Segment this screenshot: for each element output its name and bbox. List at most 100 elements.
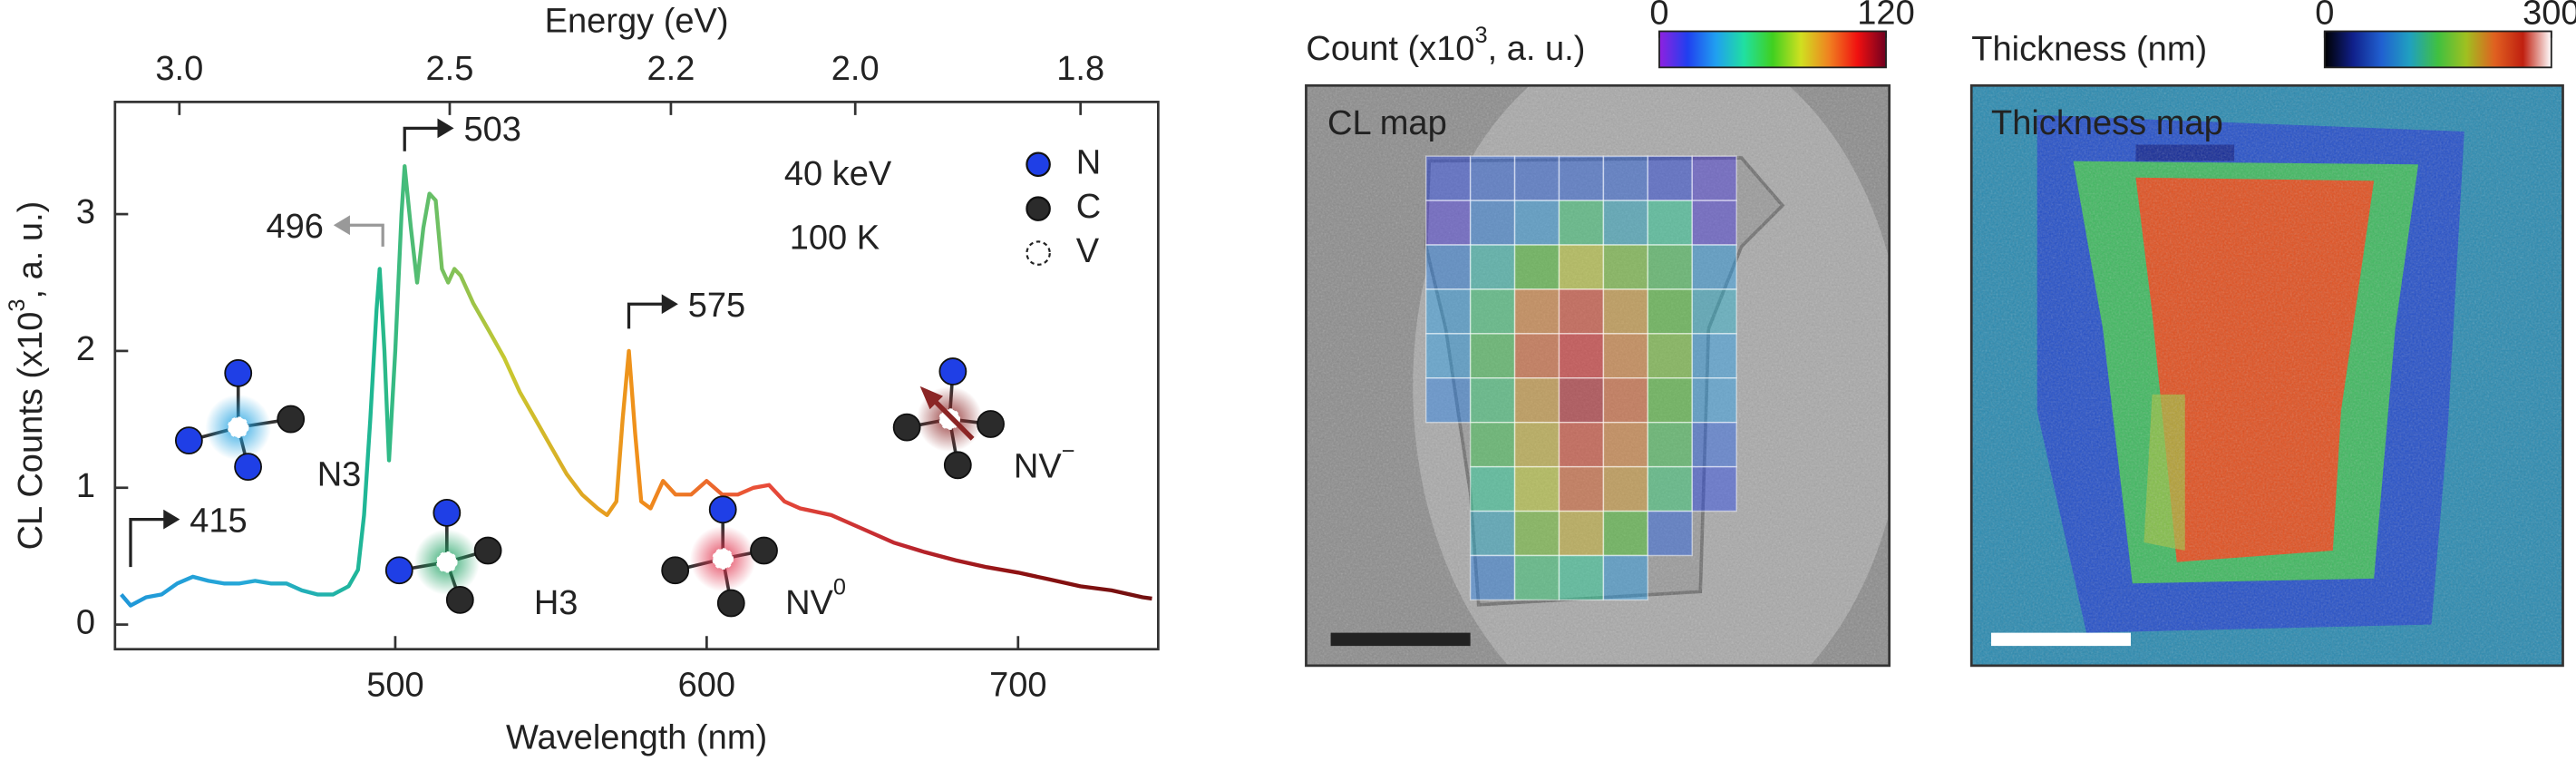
heatmap-cell bbox=[1602, 200, 1649, 246]
heatmap-cell bbox=[1602, 288, 1649, 335]
heatmap-cell bbox=[1469, 377, 1516, 424]
heatmap-cell bbox=[1424, 288, 1472, 335]
heatmap-cell bbox=[1513, 288, 1560, 335]
peak-label: 503 bbox=[463, 111, 520, 149]
atom bbox=[943, 451, 972, 480]
atom bbox=[892, 413, 921, 442]
heatmap-cell bbox=[1602, 465, 1649, 512]
peak-label: 496 bbox=[266, 208, 323, 246]
peak-label: 415 bbox=[190, 502, 247, 540]
center-label: NV0 bbox=[785, 574, 846, 621]
heatmap-cell bbox=[1513, 244, 1560, 290]
peak-arrow bbox=[346, 223, 384, 247]
colorbar-label-part: , a. u.) bbox=[1488, 30, 1586, 68]
peak-arrow bbox=[129, 517, 167, 568]
center-label-sup: 0 bbox=[833, 574, 846, 600]
atom bbox=[708, 495, 737, 524]
heatmap-cell bbox=[1647, 333, 1693, 379]
heatmap-cell bbox=[1424, 377, 1472, 424]
x-tick-label: 500 bbox=[366, 666, 423, 704]
heatmap-cell bbox=[1558, 510, 1605, 557]
heatmap-cell bbox=[1602, 244, 1649, 290]
heatmap-cell bbox=[1691, 244, 1737, 290]
heatmap-cell bbox=[1558, 155, 1605, 201]
atom bbox=[433, 498, 462, 527]
heatmap-cell bbox=[1558, 421, 1605, 468]
annotation: 100 K bbox=[790, 220, 880, 258]
heatmap-cell bbox=[1602, 377, 1649, 424]
x2-tick-label: 2.5 bbox=[426, 50, 474, 88]
atom bbox=[277, 405, 306, 434]
heatmap-cell bbox=[1691, 288, 1737, 335]
annotation: 40 keV bbox=[784, 155, 892, 193]
heatmap-cell bbox=[1602, 510, 1649, 557]
atom bbox=[661, 556, 690, 585]
colorbar-tick-label: 120 bbox=[1857, 0, 1914, 32]
legend-marker bbox=[1026, 151, 1051, 178]
x2-tick-label: 2.0 bbox=[831, 50, 880, 88]
heatmap-cell bbox=[1469, 244, 1516, 290]
heatmap-cell bbox=[1424, 200, 1472, 246]
heatmap-cell bbox=[1424, 244, 1472, 290]
legend-marker bbox=[1026, 196, 1051, 221]
heatmap-cell bbox=[1647, 288, 1693, 335]
x-tick-label: 700 bbox=[989, 666, 1046, 704]
center-label: NV− bbox=[1014, 438, 1075, 485]
heatmap-cell bbox=[1513, 465, 1560, 512]
heatmap-cell bbox=[1469, 200, 1516, 246]
heatmap-cell bbox=[1691, 465, 1737, 512]
colorbar-label: Thickness (nm) bbox=[1971, 30, 2207, 68]
peak-arrow bbox=[627, 302, 666, 329]
map-title: Thickness map bbox=[1991, 104, 2223, 142]
x-tick-label: 600 bbox=[678, 666, 735, 704]
heatmap-cell bbox=[1469, 465, 1516, 512]
panel-frame bbox=[1305, 83, 1891, 668]
y-axis-label: CL Counts (x103, a. u.) bbox=[5, 201, 51, 551]
x2-tick-label: 3.0 bbox=[155, 50, 203, 88]
heatmap-cell bbox=[1558, 465, 1605, 512]
colorbar-tick-label: 300 bbox=[2523, 0, 2576, 32]
y-axis-label-part: CL Counts (x10 bbox=[12, 312, 50, 551]
heatmap-cell bbox=[1691, 155, 1737, 201]
center-label-sup: − bbox=[1062, 438, 1075, 463]
arrow-head bbox=[661, 294, 678, 315]
heatmap-cell bbox=[1691, 200, 1737, 246]
heatmap-cell bbox=[1691, 377, 1737, 424]
heatmap-cell bbox=[1558, 288, 1605, 335]
heatmap-cell bbox=[1424, 333, 1472, 379]
thickness-image bbox=[1971, 85, 2563, 666]
map-title: CL map bbox=[1327, 104, 1447, 142]
heatmap-cell bbox=[1602, 333, 1649, 379]
dipole-arrow bbox=[931, 397, 975, 441]
atom bbox=[234, 453, 262, 482]
peak-label: 575 bbox=[688, 287, 745, 325]
x2-tick-label: 2.2 bbox=[646, 50, 695, 88]
y-tick-label: 1 bbox=[76, 467, 95, 505]
legend-label: N bbox=[1076, 143, 1101, 181]
atom bbox=[445, 585, 474, 614]
heatmap-cell bbox=[1647, 377, 1693, 424]
heatmap-cell bbox=[1602, 155, 1649, 201]
x2-axis-label: Energy (eV) bbox=[545, 2, 729, 40]
x-axis-label: Wavelength (nm) bbox=[506, 718, 767, 756]
legend-marker bbox=[1026, 240, 1051, 266]
y-tick-label: 0 bbox=[76, 604, 95, 642]
colorbar bbox=[1658, 30, 1887, 69]
heatmap-cell bbox=[1513, 200, 1560, 246]
heatmap-cell bbox=[1691, 421, 1737, 468]
heatmap-cell bbox=[1513, 421, 1560, 468]
center-label-text: NV bbox=[785, 584, 833, 622]
scale-bar bbox=[1990, 632, 2131, 647]
colorbar-tick-label: 0 bbox=[1649, 0, 1668, 32]
heatmap-cell bbox=[1513, 333, 1560, 379]
heatmap-cell bbox=[1558, 200, 1605, 246]
atom bbox=[224, 358, 253, 387]
heatmap-cell bbox=[1647, 155, 1693, 201]
atom bbox=[384, 556, 413, 585]
colorbar bbox=[2323, 30, 2552, 69]
atom bbox=[750, 536, 778, 565]
atom bbox=[716, 589, 745, 618]
center-label-text: H3 bbox=[534, 584, 578, 622]
